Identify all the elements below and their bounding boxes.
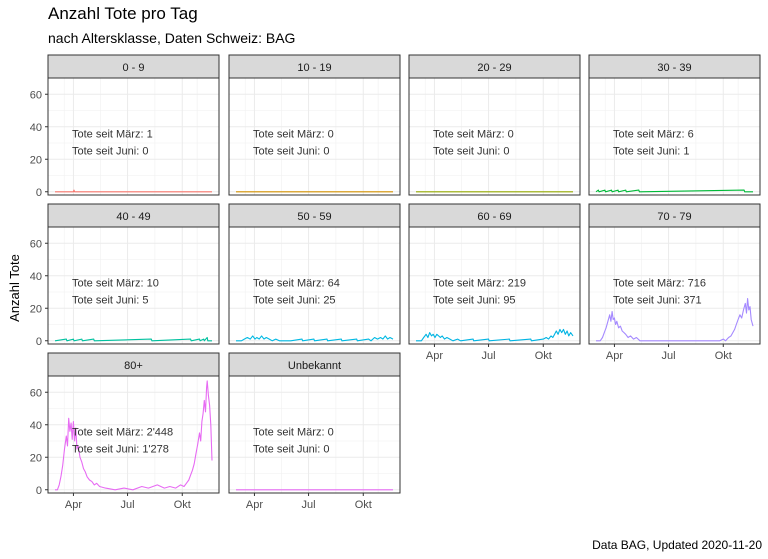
panel-border: [408, 77, 581, 196]
x-tick-label: Apr: [606, 350, 623, 362]
annotation-deaths-since-march: Tote seit März: 219: [433, 277, 526, 289]
annotation-deaths-since-march: Tote seit März: 716: [613, 277, 706, 289]
annotation-deaths-since-march: Tote seit März: 1: [72, 128, 153, 140]
annotation-deaths-since-june: Tote seit Juni: 5: [72, 294, 148, 306]
panel-border: [47, 375, 220, 494]
facet-panel: 20 - 29 Tote seit März: 0 Tote seit Juni: …: [408, 54, 581, 196]
panel-border: [588, 226, 761, 345]
x-tick-label: Okt: [715, 350, 732, 362]
annotation-deaths-since-june: Tote seit Juni: 0: [433, 145, 509, 157]
facet-panel: 50 - 59 Tote seit März: 64 Tote seit Juni:…: [228, 203, 401, 345]
annotation-deaths-since-june: Tote seit Juni: 0: [72, 145, 148, 157]
facet-panel: 30 - 39 Tote seit März: 6 Tote seit Juni: …: [588, 54, 761, 196]
series-line: [54, 336, 212, 342]
annotation-deaths-since-march: Tote seit März: 6: [613, 128, 694, 140]
facet-strip-label: 30 - 39: [657, 62, 691, 74]
x-tick-label: Apr: [65, 499, 82, 511]
annotation-deaths-since-june: Tote seit Juni: 1'278: [72, 443, 169, 455]
annotation-deaths-since-june: Tote seit Juni: 0: [253, 145, 329, 157]
chart-subtitle: nach Altersklasse, Daten Schweiz: BAG: [48, 30, 296, 46]
y-tick-label: 40: [30, 271, 42, 283]
panel-border: [408, 226, 581, 345]
facet-panel: 80+ Tote seit März: 2'448 Tote seit Juni: …: [30, 352, 220, 511]
x-tick-label: Jul: [302, 499, 316, 511]
annotation-deaths-since-march: Tote seit März: 64: [253, 277, 340, 289]
facet-strip-label: 80+: [124, 360, 143, 372]
facet-panel: Unbekannt Tote seit März: 0 Tote seit Juni…: [228, 352, 401, 511]
y-tick-label: 20: [30, 154, 42, 166]
series-line: [55, 189, 212, 193]
annotation-deaths-since-march: Tote seit März: 2'448: [72, 426, 173, 438]
panel-border: [588, 77, 761, 196]
series-line: [595, 189, 753, 193]
y-tick-label: 60: [30, 387, 42, 399]
chart-title: Anzahl Tote pro Tag: [48, 4, 198, 23]
facet-strip-label: 0 - 9: [122, 62, 144, 74]
facet-strip-label: 50 - 59: [297, 211, 331, 223]
annotation-deaths-since-june: Tote seit Juni: 1: [613, 145, 689, 157]
annotation-deaths-since-june: Tote seit Juni: 95: [433, 294, 516, 306]
annotation-deaths-since-june: Tote seit Juni: 371: [613, 294, 702, 306]
panel-border: [228, 77, 401, 196]
panel-border: [228, 375, 401, 494]
x-tick-label: Apr: [246, 499, 263, 511]
panel-border: [228, 226, 401, 345]
x-tick-label: Okt: [535, 350, 552, 362]
annotation-deaths-since-march: Tote seit März: 0: [253, 128, 334, 140]
series-line: [55, 380, 213, 491]
y-tick-label: 0: [36, 336, 42, 348]
y-tick-label: 20: [30, 452, 42, 464]
y-tick-label: 40: [30, 420, 42, 432]
y-tick-label: 40: [30, 122, 42, 134]
facet-strip-label: 60 - 69: [477, 211, 511, 223]
series-line: [596, 297, 754, 342]
facet-strip-label: Unbekannt: [288, 360, 341, 372]
y-tick-label: 0: [36, 485, 42, 497]
x-tick-label: Jul: [482, 350, 496, 362]
panel-border: [47, 77, 220, 196]
x-tick-label: Jul: [121, 499, 135, 511]
y-tick-label: 60: [30, 89, 42, 101]
facet-panel: 70 - 79 Tote seit März: 716 Tote seit Juni…: [588, 203, 761, 362]
facet-panel: 40 - 49 Tote seit März: 10 Tote seit Juni:…: [30, 203, 220, 348]
x-tick-label: Okt: [355, 499, 372, 511]
x-tick-label: Jul: [662, 350, 676, 362]
y-tick-label: 20: [30, 303, 42, 315]
facet-strip-label: 20 - 29: [477, 62, 511, 74]
chart-caption: Data BAG, Updated 2020-11-20: [592, 538, 762, 552]
series-line: [236, 335, 394, 342]
x-tick-label: Apr: [426, 350, 443, 362]
annotation-deaths-since-june: Tote seit Juni: 25: [253, 294, 336, 306]
y-axis-title: Anzahl Tote: [7, 254, 22, 322]
annotation-deaths-since-june: Tote seit Juni: 0: [253, 443, 329, 455]
x-tick-label: Okt: [174, 499, 191, 511]
annotation-deaths-since-march: Tote seit März: 10: [72, 277, 159, 289]
panel-border: [47, 226, 220, 345]
facet-strip-label: 70 - 79: [657, 211, 691, 223]
y-tick-label: 60: [30, 238, 42, 250]
series-line: [416, 328, 574, 342]
facet-panel: 10 - 19 Tote seit März: 0 Tote seit Juni: …: [228, 54, 401, 196]
y-tick-label: 0: [36, 187, 42, 199]
facet-panel: 0 - 9 Tote seit März: 1 Tote seit Juni: 0 0…: [30, 54, 220, 199]
annotation-deaths-since-march: Tote seit März: 0: [253, 426, 334, 438]
facet-panel: 60 - 69 Tote seit März: 219 Tote seit Juni…: [408, 203, 581, 362]
annotation-deaths-since-march: Tote seit März: 0: [433, 128, 514, 140]
facet-strip-label: 40 - 49: [116, 211, 150, 223]
facet-strip-label: 10 - 19: [297, 62, 331, 74]
